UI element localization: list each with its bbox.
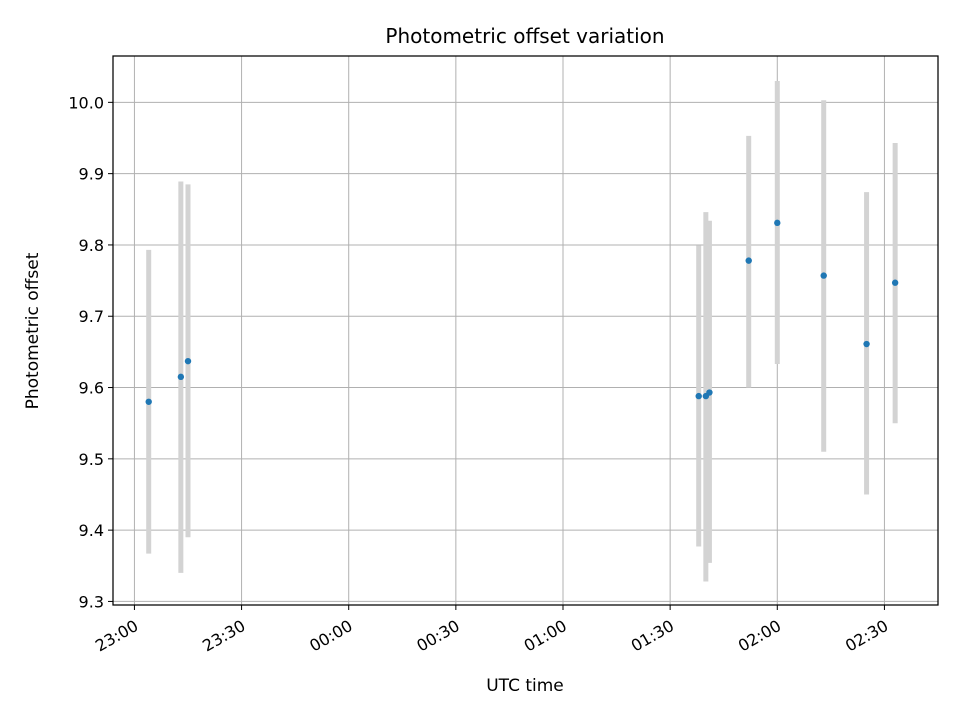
y-tick-label: 9.6 [79, 379, 104, 398]
data-point [145, 398, 152, 405]
x-tick-label: 00:00 [306, 616, 355, 656]
plot-frame [112, 55, 939, 606]
y-tick-label: 10.0 [68, 93, 104, 112]
data-point [695, 392, 702, 400]
y-axis-label: Photometric offset [23, 252, 43, 409]
grid [113, 56, 938, 605]
x-axis-ticks: 23:00 23:30 00:00 00:30 01:00 01:30 02:00 02:30 [92, 605, 891, 656]
data-point [820, 272, 827, 279]
y-tick-label: 9.7 [79, 307, 104, 326]
x-tick-label: 23:00 [92, 616, 141, 656]
x-tick-label: 02:30 [842, 616, 891, 656]
x-tick-label: 00:30 [413, 616, 462, 656]
y-tick-label: 9.3 [79, 592, 104, 611]
x-tick-label: 23:30 [199, 616, 248, 656]
y-axis-ticks: 9.3 9.4 9.5 9.6 9.7 9.8 9.9 10.0 [68, 93, 113, 611]
data-point [863, 340, 870, 348]
chart-title: Photometric offset variation [385, 24, 664, 48]
error-bars [146, 80, 898, 582]
y-tick-label: 9.8 [79, 236, 104, 255]
x-tick-label: 02:00 [735, 616, 784, 656]
data-point [706, 389, 713, 396]
data-point [745, 257, 752, 264]
x-tick-label: 01:00 [521, 616, 570, 656]
data-point [184, 357, 192, 365]
y-tick-label: 9.9 [79, 165, 104, 184]
x-tick-label: 01:30 [628, 616, 677, 656]
y-tick-label: 9.4 [79, 521, 104, 540]
data-point [177, 373, 185, 381]
data-point [891, 279, 899, 286]
x-axis-label: UTC time [486, 676, 564, 696]
data-points [145, 219, 899, 405]
y-tick-label: 9.5 [79, 450, 104, 469]
data-point [774, 219, 781, 227]
